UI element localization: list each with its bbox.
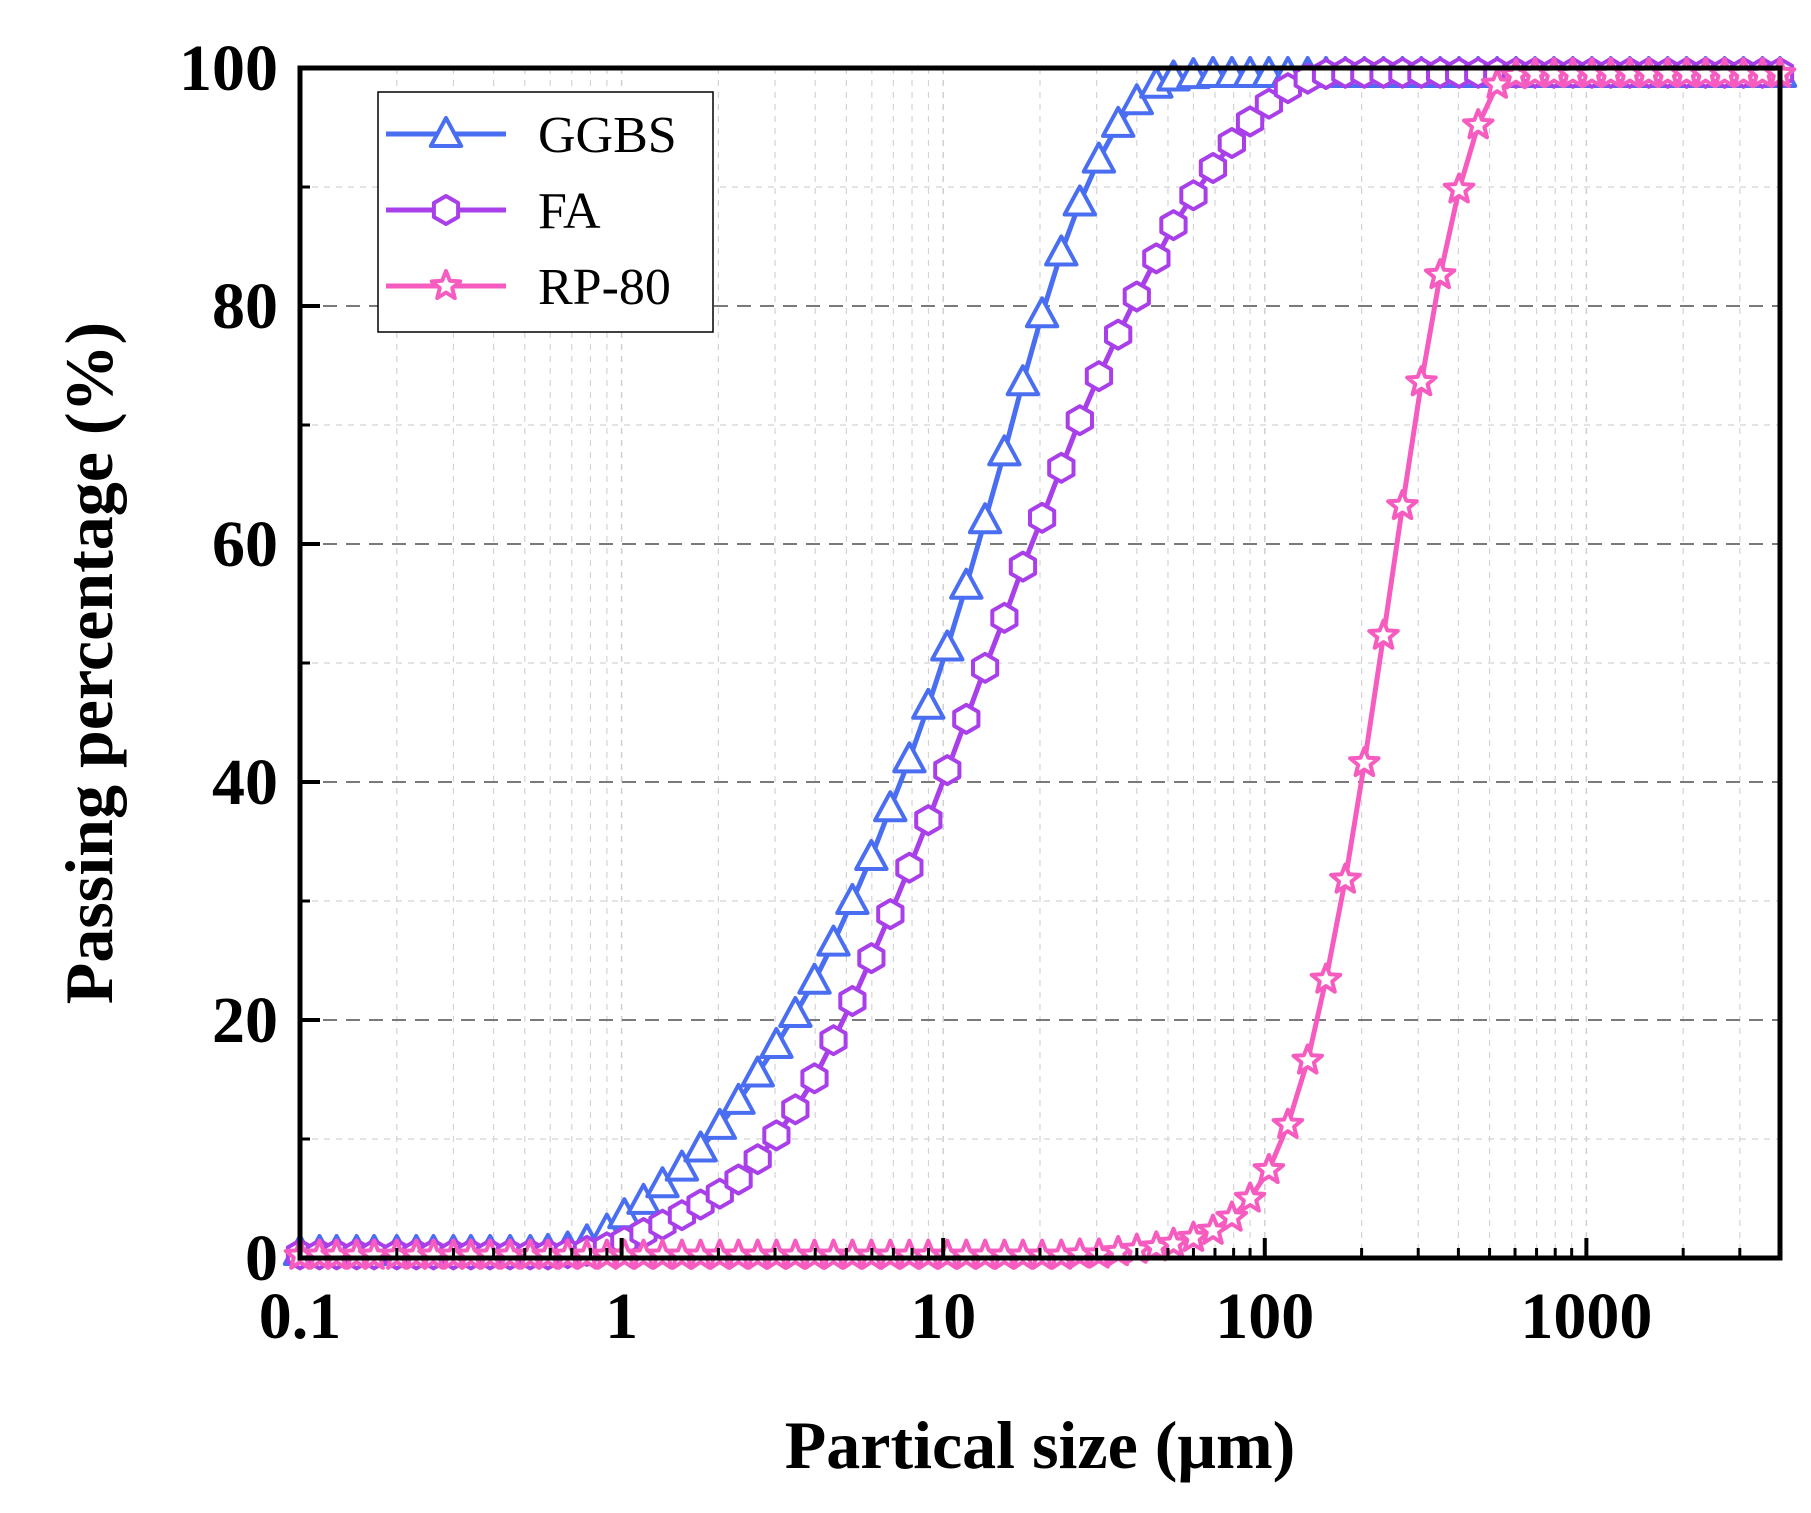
- hexagon-marker: [1084, 360, 1114, 393]
- triangle-marker: [428, 116, 464, 148]
- hexagon-marker: [1142, 242, 1171, 275]
- x-axis-title: Partical size (μm): [785, 1407, 1296, 1483]
- star-marker: [1462, 108, 1495, 140]
- triangle-marker: [1119, 83, 1154, 116]
- tick-labels: 0.1 1 10 100 1000 0 20 40 60 80 100: [179, 32, 1652, 1353]
- triangle-marker: [911, 687, 946, 720]
- star-marker: [1367, 618, 1400, 650]
- hexagon-marker: [971, 651, 1000, 684]
- triangle-marker: [873, 790, 908, 823]
- triangle-marker: [683, 1130, 718, 1163]
- hexagon-marker: [1065, 404, 1094, 437]
- hexagon-marker: [857, 942, 886, 975]
- y-tick-label: 40: [212, 746, 278, 819]
- triangle-marker: [1044, 234, 1079, 267]
- legend-label: FA: [538, 183, 601, 240]
- star-marker: [1442, 172, 1476, 204]
- star-marker: [1291, 1043, 1324, 1075]
- legend-entry: GGBS: [386, 107, 677, 164]
- star-marker: [1252, 1152, 1286, 1185]
- star-marker: [429, 269, 463, 301]
- hexagon-marker: [743, 1143, 772, 1176]
- y-axis-title: Passing percentage (%): [51, 322, 127, 1004]
- y-tick-label: 100: [179, 32, 278, 105]
- triangle-marker: [778, 996, 813, 1028]
- hexagon-marker: [1159, 209, 1188, 242]
- triangle-marker: [967, 502, 1003, 535]
- y-tick-label: 20: [212, 984, 278, 1057]
- triangle-marker: [892, 741, 927, 774]
- hexagon-marker: [952, 702, 981, 735]
- triangle-marker: [664, 1149, 700, 1182]
- triangle-marker: [1081, 141, 1117, 174]
- legend-label: RP-80: [538, 259, 671, 316]
- axis-ticks: [298, 66, 1742, 1260]
- hexagon-marker: [819, 1024, 848, 1057]
- hexagon-marker: [431, 194, 461, 226]
- triangle-marker: [626, 1182, 661, 1215]
- triangle-marker: [854, 839, 889, 871]
- legend-label: GGBS: [538, 107, 677, 164]
- hexagon-marker: [895, 851, 924, 884]
- star-marker: [1271, 1107, 1305, 1139]
- star-marker: [1423, 258, 1457, 290]
- star-marker: [1405, 365, 1438, 397]
- hexagon-marker: [1104, 318, 1133, 351]
- triangle-marker: [1062, 184, 1097, 217]
- x-tick-label: 100: [1215, 1280, 1314, 1353]
- triangle-marker: [949, 567, 984, 600]
- hexagon-marker: [1028, 501, 1057, 534]
- star-marker: [1309, 962, 1343, 994]
- hexagon-marker: [1047, 451, 1076, 484]
- hexagon-marker: [914, 804, 943, 837]
- y-tick-label: 60: [212, 508, 278, 581]
- x-tick-label: 1: [605, 1280, 638, 1353]
- triangle-marker: [797, 962, 832, 995]
- hexagon-marker: [781, 1093, 810, 1126]
- y-tick-label: 80: [212, 270, 278, 343]
- x-tick-label: 1000: [1520, 1280, 1652, 1353]
- hexagon-marker: [933, 754, 962, 787]
- triangle-marker: [759, 1027, 794, 1059]
- hexagon-marker: [1122, 280, 1151, 313]
- legend-entry: RP-80: [386, 259, 671, 316]
- triangle-marker: [740, 1055, 775, 1088]
- hexagon-marker: [990, 601, 1019, 634]
- triangle-marker: [987, 434, 1022, 467]
- legend: GGBS FA RP-80: [377, 91, 714, 333]
- hexagon-marker: [876, 898, 905, 931]
- hexagon-marker: [762, 1119, 791, 1152]
- triangle-marker: [721, 1082, 756, 1115]
- x-tick-label: 10: [910, 1280, 976, 1353]
- star-marker: [1233, 1181, 1267, 1213]
- star-marker: [1348, 746, 1381, 778]
- star-marker: [1386, 488, 1419, 521]
- hexagon-marker: [724, 1163, 753, 1196]
- legend-entry: FA: [386, 183, 601, 240]
- triangle-marker: [816, 924, 851, 957]
- star-marker: [1329, 862, 1362, 894]
- triangle-marker: [645, 1166, 680, 1199]
- hexagon-marker: [1198, 152, 1228, 184]
- hexagon-marker: [1217, 127, 1246, 159]
- triangle-marker: [702, 1107, 737, 1140]
- star-marker: [1215, 1200, 1249, 1232]
- triangle-marker: [1101, 105, 1136, 138]
- hexagon-marker: [1008, 550, 1038, 583]
- triangle-marker: [1005, 364, 1041, 397]
- hexagon-marker: [1179, 179, 1208, 212]
- triangle-marker: [930, 629, 965, 662]
- hexagon-marker: [800, 1062, 829, 1095]
- triangle-marker: [835, 883, 870, 915]
- x-tick-label: 0.1: [259, 1280, 342, 1353]
- y-tick-label: 0: [245, 1222, 278, 1295]
- triangle-marker: [1024, 296, 1060, 329]
- hexagon-marker: [838, 985, 867, 1017]
